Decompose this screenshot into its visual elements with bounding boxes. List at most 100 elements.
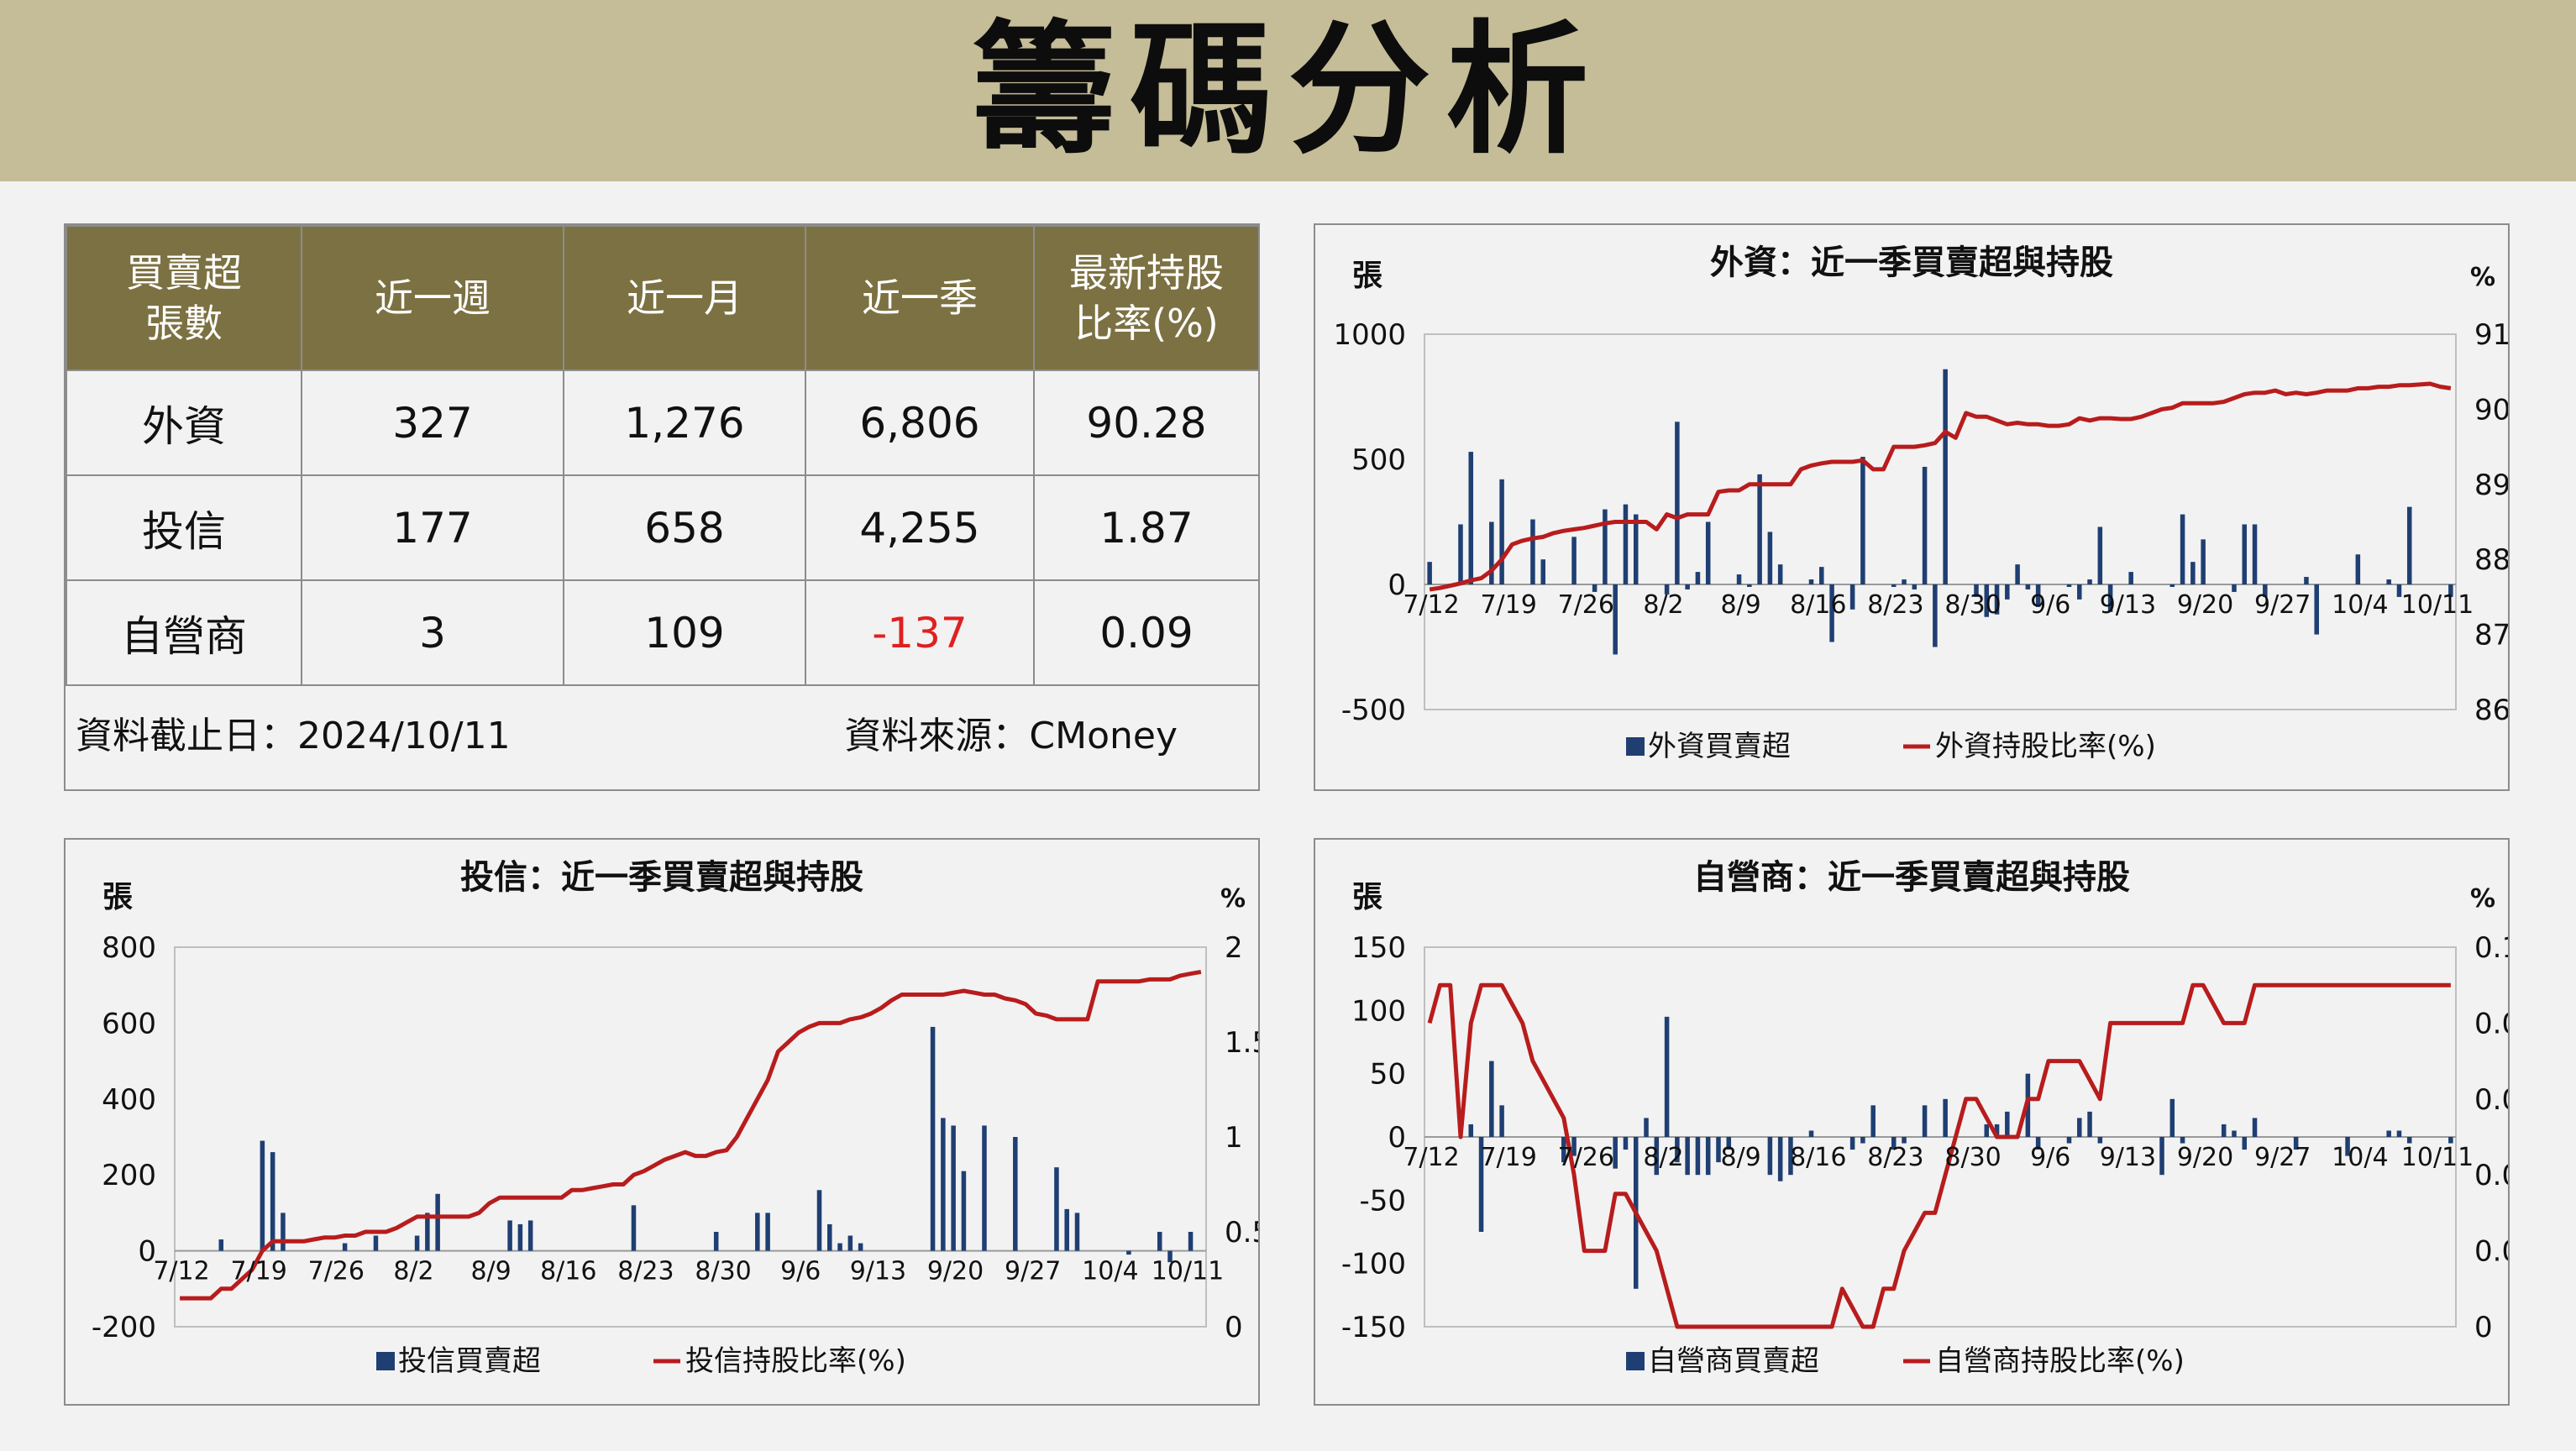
- bar: [837, 1243, 842, 1251]
- y-left-tick-label: 100: [1351, 994, 1406, 1028]
- bar: [507, 1220, 512, 1251]
- table-footer: 資料截止日：2024/10/11 資料來源：CMoney: [66, 684, 1258, 789]
- data-source: 資料來源：CMoney: [844, 715, 1178, 757]
- legend-bar-swatch: [376, 1352, 395, 1370]
- bar: [2221, 1124, 2227, 1137]
- bar: [2159, 1137, 2164, 1176]
- bar: [1675, 1137, 1680, 1163]
- bar: [1933, 584, 1938, 647]
- table-cell: 327: [301, 369, 564, 476]
- bar: [2015, 564, 2020, 584]
- bar: [2448, 584, 2453, 597]
- bar: [425, 1213, 430, 1251]
- bar: [2180, 1137, 2185, 1144]
- x-tick-label: 9/13: [850, 1257, 906, 1286]
- bar: [1819, 567, 1824, 584]
- bar: [1757, 474, 1762, 584]
- holding-line: [180, 969, 1202, 1301]
- data-date: 資料截止日：2024/10/11: [76, 715, 511, 757]
- bar: [1829, 584, 1834, 642]
- y-right-unit: %: [1220, 884, 1246, 914]
- bar: [1902, 579, 1907, 584]
- bar: [1922, 466, 1928, 584]
- bar: [1808, 579, 1814, 584]
- bar: [2201, 539, 2206, 584]
- x-tick-label: 8/16: [540, 1257, 596, 1286]
- bar: [1777, 564, 1783, 584]
- x-tick-label: 7/19: [230, 1257, 286, 1286]
- foreign-chart: 外資：近一季買賣超與持股 張 % -500 0 500 1000 86 87 88 89 90 91 7/…: [1333, 244, 2508, 763]
- y-right-tick-label: 0.5: [1225, 1216, 1258, 1249]
- x-tick-label: 7/19: [1480, 590, 1536, 620]
- row-label: 外資: [66, 369, 302, 476]
- y-left-tick-label: 600: [102, 1007, 156, 1040]
- bar: [1478, 1137, 1484, 1232]
- bar: [1064, 1208, 1069, 1251]
- bar: [373, 1235, 379, 1251]
- y-left-unit: 張: [102, 880, 133, 914]
- x-tick-label: 9/27: [2254, 590, 2311, 620]
- bar: [1984, 584, 1990, 617]
- bar: [1943, 369, 1948, 584]
- bar: [2066, 584, 2072, 587]
- legend-bar-label: 外資買賣超: [1648, 730, 1791, 763]
- bar: [2396, 1130, 2402, 1137]
- x-tick-label: 8/23: [1867, 590, 1923, 620]
- x-tick-label: 8/2: [1643, 1143, 1683, 1172]
- bar: [1613, 584, 1618, 655]
- bar: [281, 1213, 286, 1251]
- bar: [1695, 572, 1701, 584]
- y-right-tick-label: 87: [2474, 619, 2508, 652]
- bar: [1540, 559, 1545, 584]
- bar: [1705, 521, 1711, 584]
- bar: [816, 1190, 822, 1251]
- bar: [1777, 1137, 1783, 1181]
- legend-bar-label: 投信買賣超: [398, 1344, 541, 1378]
- y-right-tick-label: 91: [2474, 318, 2508, 352]
- bar: [527, 1220, 533, 1251]
- y-right-tick-label: 0: [2474, 1311, 2493, 1344]
- y-left-unit: 張: [1352, 880, 1382, 914]
- bar: [1705, 1137, 1711, 1176]
- summary-table: 買賣超 張數 近一週 近一月 近一季 最新持股 比率(%) 外資 327 1,2…: [66, 225, 1260, 686]
- x-tick-label: 9/13: [2100, 590, 2156, 620]
- bar: [2005, 584, 2010, 600]
- y-right-tick-label: 0.1: [2474, 931, 2508, 965]
- plot-area: [174, 946, 1207, 1328]
- bar: [1458, 524, 1463, 584]
- bar: [961, 1171, 967, 1251]
- x-tick-label: 9/13: [2100, 1143, 2156, 1172]
- bar: [951, 1125, 956, 1251]
- x-tick-label: 10/11: [2401, 590, 2474, 620]
- table-cell: 1,276: [563, 369, 806, 476]
- bar: [2304, 577, 2309, 584]
- y-right-tick-label: 1: [1225, 1121, 1243, 1155]
- y-right-tick-label: 86: [2474, 694, 2508, 727]
- bar: [414, 1235, 420, 1251]
- y-left-unit: 張: [1352, 259, 1382, 293]
- x-tick-label: 8/23: [617, 1257, 674, 1286]
- bar: [1054, 1167, 1059, 1251]
- page-title: 籌碼分析: [972, 8, 1604, 174]
- bar: [1188, 1232, 1194, 1251]
- bar: [1613, 1137, 1618, 1169]
- bar: [2066, 1137, 2072, 1144]
- bar: [1870, 1105, 1876, 1137]
- bar: [1633, 514, 1639, 584]
- x-tick-label: 10/11: [1152, 1257, 1224, 1286]
- table-header-cell: 買賣超 張數: [66, 225, 302, 371]
- y-left-tick-label: 200: [102, 1159, 156, 1192]
- table-header-cell: 近一週: [301, 225, 564, 371]
- bar: [1685, 1137, 1690, 1176]
- x-tick-label: 10/11: [2401, 1143, 2474, 1172]
- bar: [1902, 1137, 1907, 1144]
- y-left-tick-label: 1000: [1333, 318, 1406, 352]
- y-left-tick-label: -100: [1341, 1248, 1406, 1281]
- bar: [517, 1223, 523, 1251]
- y-right-tick-label: 88: [2474, 543, 2508, 577]
- table-cell: 109: [563, 579, 806, 686]
- x-tick-label: 9/27: [2254, 1143, 2311, 1172]
- bar: [765, 1213, 770, 1251]
- bar: [1788, 1137, 1793, 1176]
